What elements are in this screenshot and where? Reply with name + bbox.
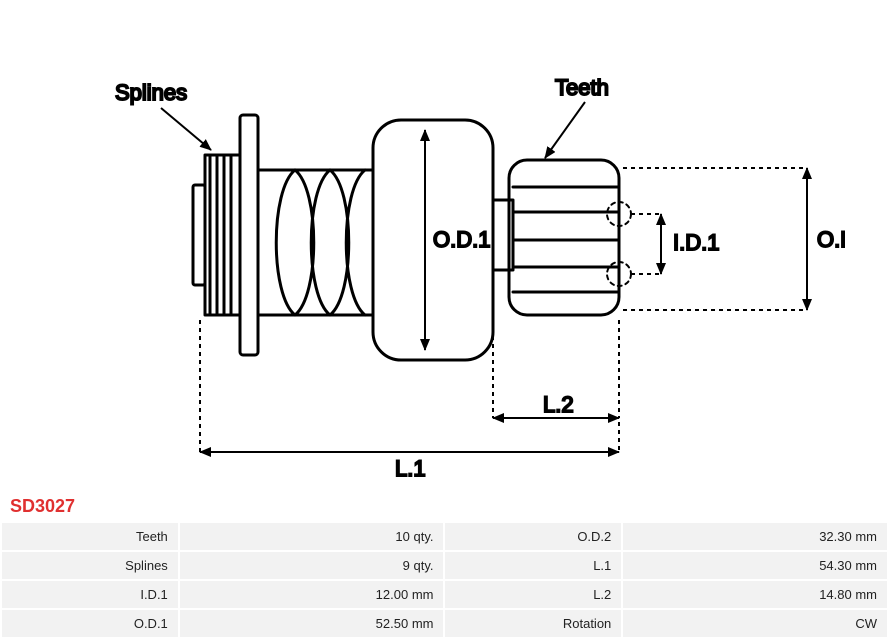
- spec-value: 52.50 mm: [180, 610, 444, 637]
- spec-value: CW: [623, 610, 887, 637]
- spec-name: Splines: [2, 552, 178, 579]
- label-splines: Splines: [115, 80, 187, 105]
- part-number: SD3027: [0, 490, 889, 521]
- label-l1: L.1: [395, 456, 426, 480]
- diagram-container: O.D.1 I.D.1 O.D.2 L.2 L.1 Splines: [0, 0, 889, 490]
- spec-name: L.2: [445, 581, 621, 608]
- spec-name: O.D.1: [2, 610, 178, 637]
- spec-name: Teeth: [2, 523, 178, 550]
- spec-value: 9 qty.: [180, 552, 444, 579]
- label-l2: L.2: [543, 392, 574, 417]
- spec-name: I.D.1: [2, 581, 178, 608]
- spec-name: Rotation: [445, 610, 621, 637]
- label-id1: I.D.1: [673, 230, 719, 255]
- table-row: O.D.1 52.50 mm Rotation CW: [2, 610, 887, 637]
- table-row: I.D.1 12.00 mm L.2 14.80 mm: [2, 581, 887, 608]
- table-row: Teeth 10 qty. O.D.2 32.30 mm: [2, 523, 887, 550]
- table-row: Splines 9 qty. L.1 54.30 mm: [2, 552, 887, 579]
- spec-table: Teeth 10 qty. O.D.2 32.30 mm Splines 9 q…: [0, 521, 889, 639]
- spec-name: L.1: [445, 552, 621, 579]
- spec-value: 12.00 mm: [180, 581, 444, 608]
- spec-value: 10 qty.: [180, 523, 444, 550]
- part-diagram: O.D.1 I.D.1 O.D.2 L.2 L.1 Splines: [45, 20, 845, 480]
- spec-value: 32.30 mm: [623, 523, 887, 550]
- label-teeth: Teeth: [555, 75, 609, 100]
- spec-name: O.D.2: [445, 523, 621, 550]
- label-od2: O.D.2: [817, 227, 845, 252]
- label-od1: O.D.1: [433, 227, 490, 252]
- spec-value: 54.30 mm: [623, 552, 887, 579]
- spec-value: 14.80 mm: [623, 581, 887, 608]
